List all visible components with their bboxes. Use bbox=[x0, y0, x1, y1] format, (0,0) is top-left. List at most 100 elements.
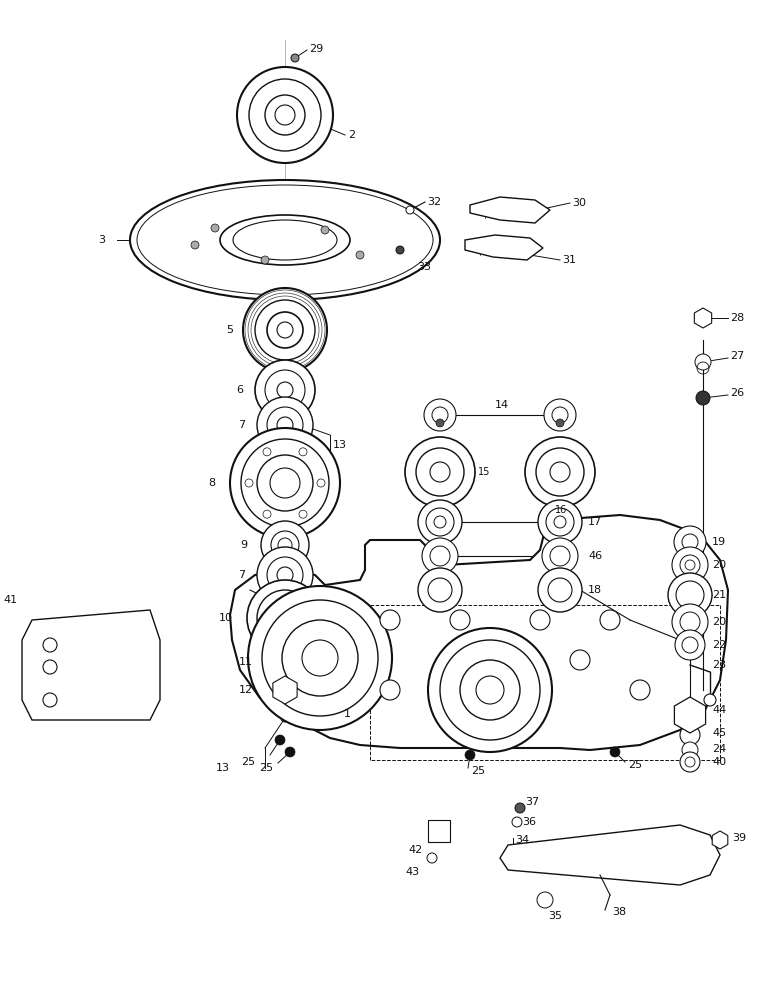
Circle shape bbox=[530, 610, 550, 630]
Text: 42: 42 bbox=[408, 845, 423, 855]
Circle shape bbox=[291, 54, 299, 62]
Polygon shape bbox=[470, 197, 550, 223]
Circle shape bbox=[680, 725, 700, 745]
Circle shape bbox=[380, 610, 400, 630]
Circle shape bbox=[267, 644, 303, 680]
Text: 32: 32 bbox=[427, 197, 441, 207]
Text: 20: 20 bbox=[712, 560, 726, 570]
Circle shape bbox=[380, 680, 400, 700]
Text: 29: 29 bbox=[309, 44, 323, 54]
Circle shape bbox=[43, 693, 57, 707]
Circle shape bbox=[675, 630, 705, 660]
Text: 33: 33 bbox=[417, 262, 431, 272]
Text: 3: 3 bbox=[98, 235, 105, 245]
Circle shape bbox=[432, 407, 448, 423]
Circle shape bbox=[680, 752, 700, 772]
Text: 11: 11 bbox=[239, 657, 253, 667]
Text: 30: 30 bbox=[572, 198, 586, 208]
Circle shape bbox=[515, 803, 525, 813]
Text: 12: 12 bbox=[239, 685, 253, 695]
Text: 17: 17 bbox=[588, 517, 602, 527]
Ellipse shape bbox=[130, 180, 440, 300]
Circle shape bbox=[696, 391, 710, 405]
Circle shape bbox=[525, 437, 595, 507]
Text: 7: 7 bbox=[238, 570, 245, 580]
Text: 15: 15 bbox=[478, 467, 490, 477]
Text: 6: 6 bbox=[236, 385, 243, 395]
Text: 9: 9 bbox=[240, 540, 247, 550]
Circle shape bbox=[674, 526, 706, 558]
Text: 26: 26 bbox=[730, 388, 744, 398]
Text: 13: 13 bbox=[216, 763, 230, 773]
Circle shape bbox=[299, 448, 307, 456]
Text: 35: 35 bbox=[548, 911, 562, 921]
Polygon shape bbox=[694, 308, 712, 328]
Circle shape bbox=[570, 650, 590, 670]
Circle shape bbox=[396, 246, 404, 254]
Circle shape bbox=[263, 510, 271, 518]
Circle shape bbox=[424, 399, 456, 431]
Polygon shape bbox=[22, 610, 160, 720]
Circle shape bbox=[245, 479, 253, 487]
Text: 43: 43 bbox=[406, 867, 420, 877]
Circle shape bbox=[552, 407, 568, 423]
Text: 36: 36 bbox=[522, 817, 536, 827]
Polygon shape bbox=[713, 831, 728, 849]
Text: 25: 25 bbox=[628, 760, 642, 770]
Text: 34: 34 bbox=[515, 835, 529, 845]
Text: 18: 18 bbox=[588, 585, 602, 595]
Circle shape bbox=[450, 610, 470, 630]
Circle shape bbox=[267, 312, 303, 348]
Text: 19: 19 bbox=[712, 537, 726, 547]
Text: 8: 8 bbox=[208, 478, 215, 488]
Circle shape bbox=[255, 360, 315, 420]
Circle shape bbox=[465, 750, 475, 760]
Circle shape bbox=[537, 892, 553, 908]
Circle shape bbox=[406, 206, 414, 214]
Circle shape bbox=[257, 547, 313, 603]
Polygon shape bbox=[428, 820, 450, 842]
Text: 46: 46 bbox=[588, 551, 602, 561]
Circle shape bbox=[405, 437, 475, 507]
Circle shape bbox=[230, 428, 340, 538]
Text: 37: 37 bbox=[525, 797, 539, 807]
Circle shape bbox=[672, 604, 708, 640]
Circle shape bbox=[512, 817, 522, 827]
Circle shape bbox=[704, 694, 716, 706]
Polygon shape bbox=[273, 676, 297, 704]
Circle shape bbox=[211, 224, 219, 232]
Circle shape bbox=[243, 288, 327, 372]
Text: 44: 44 bbox=[712, 705, 726, 715]
Text: 24: 24 bbox=[712, 744, 726, 754]
Circle shape bbox=[695, 354, 711, 370]
Polygon shape bbox=[465, 235, 543, 260]
Circle shape bbox=[538, 500, 582, 544]
Circle shape bbox=[285, 747, 295, 757]
Circle shape bbox=[600, 610, 620, 630]
Text: 22: 22 bbox=[712, 640, 726, 650]
Circle shape bbox=[281, 714, 289, 722]
Text: 21: 21 bbox=[712, 590, 726, 600]
Text: 31: 31 bbox=[562, 255, 576, 265]
Circle shape bbox=[257, 397, 313, 453]
Circle shape bbox=[43, 660, 57, 674]
Circle shape bbox=[418, 568, 462, 612]
Text: 10: 10 bbox=[219, 613, 233, 623]
Text: 28: 28 bbox=[730, 313, 744, 323]
Circle shape bbox=[542, 538, 578, 574]
Circle shape bbox=[321, 226, 329, 234]
Text: 41: 41 bbox=[4, 595, 18, 605]
Circle shape bbox=[248, 586, 392, 730]
Circle shape bbox=[356, 251, 364, 259]
Text: 40: 40 bbox=[712, 757, 726, 767]
Text: 7: 7 bbox=[238, 420, 245, 430]
Circle shape bbox=[428, 628, 552, 752]
Circle shape bbox=[668, 573, 712, 617]
Text: 1: 1 bbox=[344, 709, 351, 719]
Circle shape bbox=[317, 479, 325, 487]
Text: 14: 14 bbox=[495, 400, 509, 410]
Text: 27: 27 bbox=[730, 351, 744, 361]
Text: 25: 25 bbox=[471, 766, 485, 776]
Circle shape bbox=[191, 241, 199, 249]
Text: 25: 25 bbox=[259, 763, 273, 773]
